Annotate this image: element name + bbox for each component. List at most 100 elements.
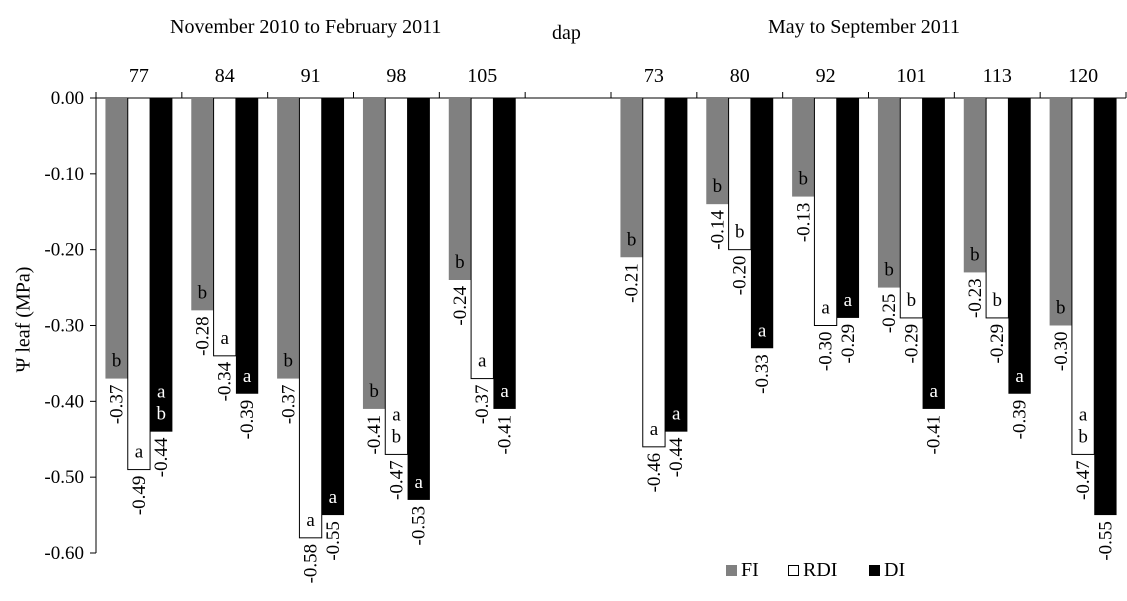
- y-tick-label: -0.30: [44, 316, 84, 337]
- x-axis-label: dap: [552, 22, 581, 44]
- significance-letter: a: [329, 487, 338, 508]
- bar-fi: [277, 98, 300, 379]
- significance-letter: b: [884, 260, 894, 281]
- significance-letter: a: [392, 404, 401, 425]
- value-label: -0.37: [472, 385, 493, 425]
- value-label: -0.29: [838, 324, 859, 364]
- legend-item-fi: FI: [726, 559, 759, 582]
- significance-letter: b: [392, 426, 402, 447]
- legend-swatch-fi: [726, 565, 737, 576]
- x-tick-label: 98: [386, 65, 406, 87]
- x-tick-label: 84: [215, 65, 235, 87]
- value-label: -0.37: [107, 385, 128, 425]
- y-tick-label: -0.40: [44, 391, 84, 412]
- legend-item-rdi: RDI: [788, 559, 837, 582]
- value-label: -0.47: [1073, 460, 1094, 500]
- bar-fi: [706, 98, 729, 205]
- legend-swatch-di: [869, 565, 880, 576]
- value-label: -0.55: [1095, 521, 1116, 561]
- bar-di: [1094, 98, 1117, 516]
- significance-letter: b: [799, 169, 809, 190]
- value-label: -0.39: [237, 400, 258, 440]
- value-label: -0.39: [1010, 400, 1031, 440]
- significance-letter: a: [243, 366, 252, 387]
- x-tick-label: 91: [301, 65, 321, 87]
- bar-di: [922, 98, 945, 409]
- value-label: -0.28: [192, 316, 213, 356]
- significance-letter: a: [672, 404, 681, 425]
- bar-di: [321, 98, 345, 516]
- value-label: -0.23: [965, 278, 986, 318]
- value-label: -0.58: [301, 544, 322, 584]
- significance-letter: a: [844, 290, 853, 311]
- significance-letter: a: [415, 472, 424, 493]
- significance-letter: a: [157, 382, 166, 403]
- bar-fi: [191, 98, 214, 311]
- significance-letter: a: [306, 510, 315, 531]
- value-label: -0.47: [386, 460, 407, 500]
- x-tick-label: 77: [129, 65, 149, 87]
- bar-rdi: [985, 97, 1009, 319]
- value-label: -0.37: [278, 385, 299, 425]
- x-tick-label: 92: [816, 65, 836, 87]
- x-tick-label: 80: [730, 65, 750, 87]
- significance-letter: a: [1015, 366, 1024, 387]
- bar-fi: [877, 98, 901, 288]
- value-label: -0.30: [816, 332, 837, 372]
- significance-letter: b: [1078, 426, 1088, 447]
- legend-label-fi: FI: [741, 559, 759, 581]
- bar-fi: [792, 98, 815, 197]
- value-label: -0.14: [707, 210, 728, 250]
- significance-letter: a: [1079, 404, 1088, 425]
- value-label: -0.25: [879, 294, 900, 334]
- significance-letter: b: [156, 404, 166, 425]
- value-label: -0.21: [622, 263, 643, 303]
- bar-rdi: [813, 97, 838, 326]
- x-tick-label: 120: [1068, 65, 1098, 87]
- value-label: -0.41: [495, 415, 516, 455]
- bar-di: [235, 98, 259, 394]
- significance-letter: b: [993, 290, 1003, 311]
- value-label: -0.49: [129, 476, 150, 516]
- bar-rdi: [127, 97, 151, 471]
- y-tick-label: -0.50: [44, 467, 84, 488]
- value-label: -0.29: [987, 324, 1008, 364]
- bar-rdi: [213, 97, 237, 357]
- value-label: -0.41: [364, 415, 385, 455]
- bar-di: [750, 98, 774, 349]
- bar-di: [1008, 98, 1031, 394]
- significance-letter: b: [735, 222, 745, 243]
- bar-di: [150, 98, 173, 432]
- value-label: -0.29: [901, 324, 922, 364]
- bar-fi: [362, 98, 386, 409]
- x-tick-label: 113: [983, 65, 1012, 87]
- legend-swatch-rdi: [788, 565, 799, 576]
- bar-rdi: [899, 97, 924, 319]
- x-tick-label: 73: [644, 65, 664, 87]
- significance-letter: b: [1056, 298, 1066, 319]
- y-tick-label: 0.00: [51, 88, 84, 109]
- significance-letter: b: [369, 381, 379, 402]
- value-label: -0.44: [666, 437, 687, 477]
- significance-letter: a: [821, 298, 830, 319]
- value-label: -0.46: [644, 453, 665, 493]
- value-label: -0.44: [151, 437, 172, 477]
- value-label: -0.55: [323, 521, 344, 561]
- bar-fi: [448, 98, 472, 280]
- bar-di: [407, 98, 430, 500]
- bar-fi: [963, 98, 987, 273]
- period-label-1: November 2010 to February 2011: [170, 16, 442, 38]
- y-tick-label: -0.20: [44, 240, 84, 261]
- significance-letter: b: [627, 229, 637, 250]
- value-label: -0.13: [793, 203, 814, 243]
- significance-letter: b: [455, 252, 465, 273]
- x-tick-label: 105: [467, 65, 497, 87]
- bar-rdi: [642, 97, 666, 448]
- significance-letter: a: [930, 381, 939, 402]
- bar-rdi: [1071, 97, 1095, 455]
- significance-letter: b: [713, 176, 723, 197]
- significance-letter: b: [198, 282, 208, 303]
- bar-fi: [105, 98, 128, 379]
- value-label: -0.30: [1051, 332, 1072, 372]
